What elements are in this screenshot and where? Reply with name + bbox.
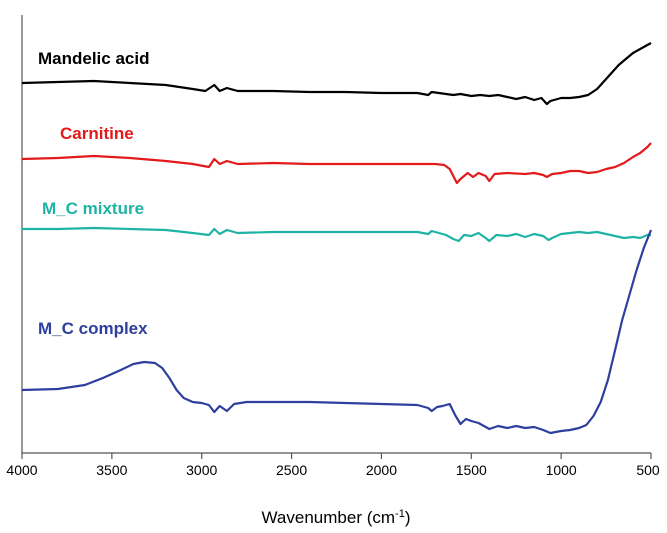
- x-tick-label: 3500: [96, 462, 127, 478]
- series-line-carnitine: [21, 142, 652, 185]
- x-axis-label: Wavenumber (cm-1): [262, 508, 411, 527]
- x-tick-label: 2500: [276, 462, 307, 478]
- x-axis-label-close: ): [405, 508, 411, 527]
- x-tick-label: 4000: [6, 462, 37, 478]
- series-label-mandelic-acid: Mandelic acid: [38, 49, 149, 68]
- series-line-m-c-mixture: [22, 226, 651, 243]
- series-label-mc-complex: M_C complex: [38, 319, 148, 338]
- series-label-carnitine: Carnitine: [60, 124, 134, 143]
- x-axis-label-main: Wavenumber (cm: [262, 508, 396, 527]
- x-tick-label: 3000: [186, 462, 217, 478]
- x-tick-label: 500: [636, 462, 660, 478]
- series-lines: [21, 42, 653, 435]
- x-tick-label: 1500: [456, 462, 487, 478]
- series-line-mandelic-acid: [21, 42, 652, 106]
- x-tick-label: 2000: [366, 462, 397, 478]
- x-tick-label: 1000: [546, 462, 577, 478]
- series-label-mc-mixture: M_C mixture: [42, 199, 144, 218]
- x-axis-label-sup: -1: [395, 508, 405, 520]
- x-ticks: 4000 3500 3000 2500 2000 1500 1000 500: [6, 453, 660, 478]
- series-line-m-c-complex: [21, 229, 653, 435]
